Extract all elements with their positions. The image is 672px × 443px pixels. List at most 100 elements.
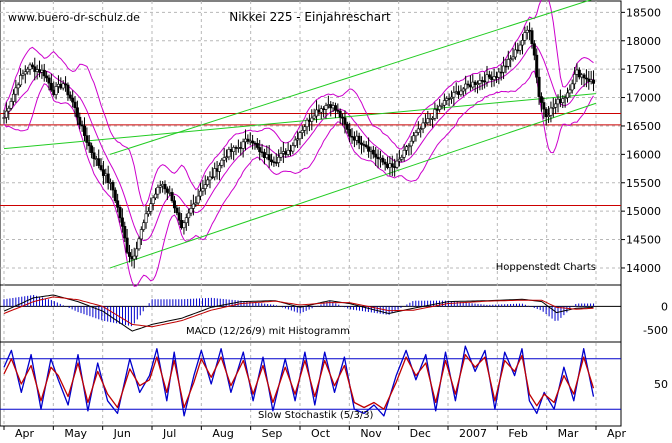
price-bar-body <box>42 69 46 77</box>
price-bar-body <box>468 84 472 88</box>
x-tick-label: Jun <box>113 427 131 439</box>
price-bar-body <box>87 142 91 147</box>
price-bar-body <box>492 76 496 80</box>
price-bar-body <box>106 173 110 183</box>
price-bar-body <box>7 107 11 112</box>
price-bar-body <box>78 116 82 126</box>
stoch-tick-label: 50 <box>654 378 668 391</box>
price-bar-body <box>227 149 231 158</box>
price-bar-body <box>438 105 442 110</box>
price-bar-body <box>142 222 146 230</box>
price-bar-body <box>322 108 326 111</box>
x-tick-label: Dec <box>410 427 431 439</box>
price-bar-body <box>523 32 527 41</box>
price-bar-body <box>310 117 314 122</box>
price-bar-body <box>426 118 430 123</box>
watermark: www.buero-dr-schulz.de <box>8 11 140 24</box>
price-bar-body <box>234 147 238 149</box>
stochastic-panel <box>0 345 621 417</box>
price-bar-body <box>248 140 252 143</box>
price-bar-body <box>113 189 117 202</box>
price-bar-body <box>350 135 354 138</box>
price-bar-body <box>125 237 129 253</box>
price-bar-body <box>407 145 411 148</box>
price-bar-body <box>338 110 342 118</box>
x-axis-month-labels: Apr May Jun Jul Aug Sep Oct Nov Dec 2007 Feb Mar Apr <box>3 426 627 440</box>
price-bar-body <box>255 143 259 148</box>
price-bar-body <box>277 156 281 163</box>
price-bar-body <box>360 142 364 145</box>
price-bar-body <box>180 220 184 229</box>
price-bar-body <box>589 79 593 82</box>
price-bar-body <box>116 200 120 208</box>
price-bar-body <box>352 136 356 141</box>
price-bar-body <box>573 73 577 85</box>
price-bar-body <box>445 98 449 101</box>
price-bar-body <box>440 104 444 107</box>
price-bar-body <box>423 122 427 124</box>
price-bar-body <box>286 149 290 155</box>
price-bar-body <box>312 115 316 119</box>
price-bar-body <box>71 97 75 103</box>
price-bar-body <box>544 108 548 118</box>
price-bar-body <box>265 154 269 158</box>
price-bar-body <box>184 217 188 224</box>
price-bar-body <box>90 145 94 154</box>
price-bar-body <box>388 163 392 168</box>
lower-band <box>3 70 594 287</box>
bollinger-bands <box>3 0 594 287</box>
price-bar-body <box>449 96 453 99</box>
stoch-title: Slow Stochastik (5/3/3) <box>258 410 374 421</box>
price-bar-body <box>473 81 477 85</box>
x-tick-label: Apr <box>15 427 35 439</box>
macd-line <box>3 294 594 332</box>
price-bar-body <box>485 74 489 83</box>
price-bar-body <box>547 115 551 118</box>
price-bar-body <box>49 82 53 91</box>
price-bar-body <box>383 161 387 165</box>
price-bar-body <box>73 101 77 109</box>
y-tick-label: 14000 <box>626 262 661 275</box>
price-bar-body <box>499 71 503 74</box>
price-bar-body <box>442 100 446 106</box>
price-bar-body <box>381 157 385 163</box>
price-bar-body <box>554 103 558 108</box>
price-bar-body <box>4 110 8 118</box>
price-bar-body <box>165 188 169 193</box>
price-bar-body <box>317 109 321 113</box>
price-bar-body <box>563 97 567 100</box>
price-bar-body <box>549 107 553 116</box>
x-tick-label: Aug <box>212 427 233 439</box>
price-bar-body <box>570 83 574 91</box>
macd-tick-label: -500 <box>643 324 668 337</box>
price-bar-body <box>315 109 319 117</box>
price-bar-body <box>54 86 58 95</box>
price-bar-body <box>558 98 562 103</box>
price-bar-body <box>497 71 501 78</box>
price-bar-body <box>329 104 333 109</box>
price-bar-body <box>30 64 34 67</box>
price-bar-body <box>592 79 596 84</box>
price-bar-body <box>416 128 420 133</box>
price-bar-body <box>284 151 288 155</box>
price-bar-body <box>118 207 122 219</box>
price-bar-body <box>9 101 13 109</box>
price-bar-body <box>85 135 89 143</box>
x-tick-label: Sep <box>262 427 283 439</box>
price-bar-body <box>412 135 416 142</box>
price-bar-body <box>506 59 510 67</box>
price-bar-body <box>97 158 101 166</box>
price-bar-body <box>40 69 44 73</box>
price-bar-body <box>94 158 98 160</box>
price-bar-body <box>222 157 226 161</box>
price-bar-body <box>251 140 255 144</box>
price-bar-body <box>239 147 243 149</box>
price-bar-body <box>279 153 283 158</box>
price-bar-body <box>177 212 181 221</box>
price-bar-body <box>243 138 247 143</box>
price-bar-body <box>480 80 484 82</box>
price-bar-body <box>324 105 328 110</box>
price-bar-body <box>199 190 203 197</box>
price-bar-body <box>80 124 84 127</box>
price-bar-body <box>561 98 565 103</box>
